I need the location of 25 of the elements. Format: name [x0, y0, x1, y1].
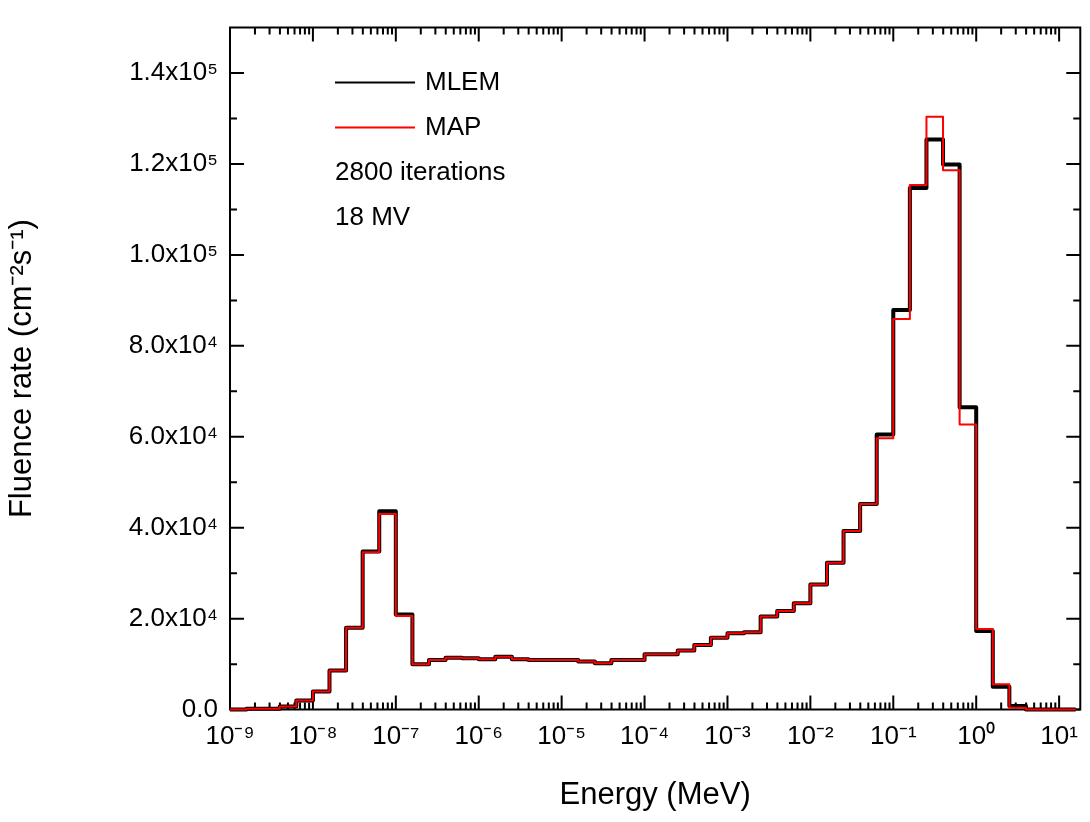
- x-tick-label: 10⁻²: [787, 720, 835, 751]
- y-tick-label: 1.2x10⁵: [129, 147, 218, 178]
- y-tick-label: 1.4x10⁵: [129, 56, 218, 87]
- x-tick-label: 10⁻³: [704, 720, 752, 751]
- legend-label: MAP: [425, 110, 482, 141]
- x-tick-label: 10⁰: [957, 720, 996, 751]
- x-tick-label: 10⁻¹: [870, 720, 917, 751]
- y-tick-label: 4.0x10⁴: [128, 510, 218, 541]
- y-tick-label: 8.0x10⁴: [128, 329, 218, 360]
- y-tick-label: 2.0x10⁴: [128, 601, 218, 632]
- x-tick-label: 10⁻⁷: [372, 720, 420, 751]
- x-tick-label: 10⁻⁴: [620, 720, 670, 751]
- x-tick-label: 10⁻⁸: [288, 720, 338, 751]
- x-tick-label: 10⁻⁵: [537, 720, 586, 751]
- x-tick-label: 10⁻⁹: [205, 720, 255, 751]
- legend-label: MLEM: [425, 65, 501, 96]
- x-axis-title: Energy (MeV): [559, 775, 751, 811]
- y-tick-label: 0.0: [181, 692, 218, 723]
- annotation: 18 MV: [335, 200, 411, 231]
- y-axis-title: Fluence rate (cm⁻²s⁻¹): [3, 219, 39, 519]
- y-tick-label: 1.0x10⁵: [129, 238, 218, 269]
- y-tick-label: 6.0x10⁴: [128, 419, 218, 450]
- x-tick-label: 10⁻⁶: [454, 720, 504, 751]
- x-tick-label: 10¹: [1040, 720, 1079, 751]
- annotation: 2800 iterations: [335, 155, 506, 186]
